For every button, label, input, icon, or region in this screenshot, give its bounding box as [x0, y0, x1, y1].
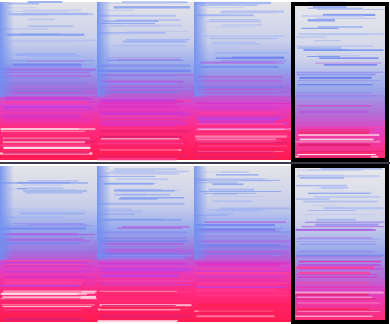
onset: [194, 2, 208, 97]
onset: [97, 2, 111, 97]
highlight-frame: [291, 164, 389, 324]
onset: [97, 166, 111, 260]
onset: [0, 2, 14, 97]
onset: [0, 166, 14, 260]
onset: [194, 166, 208, 260]
highlight-frame: [291, 2, 389, 162]
